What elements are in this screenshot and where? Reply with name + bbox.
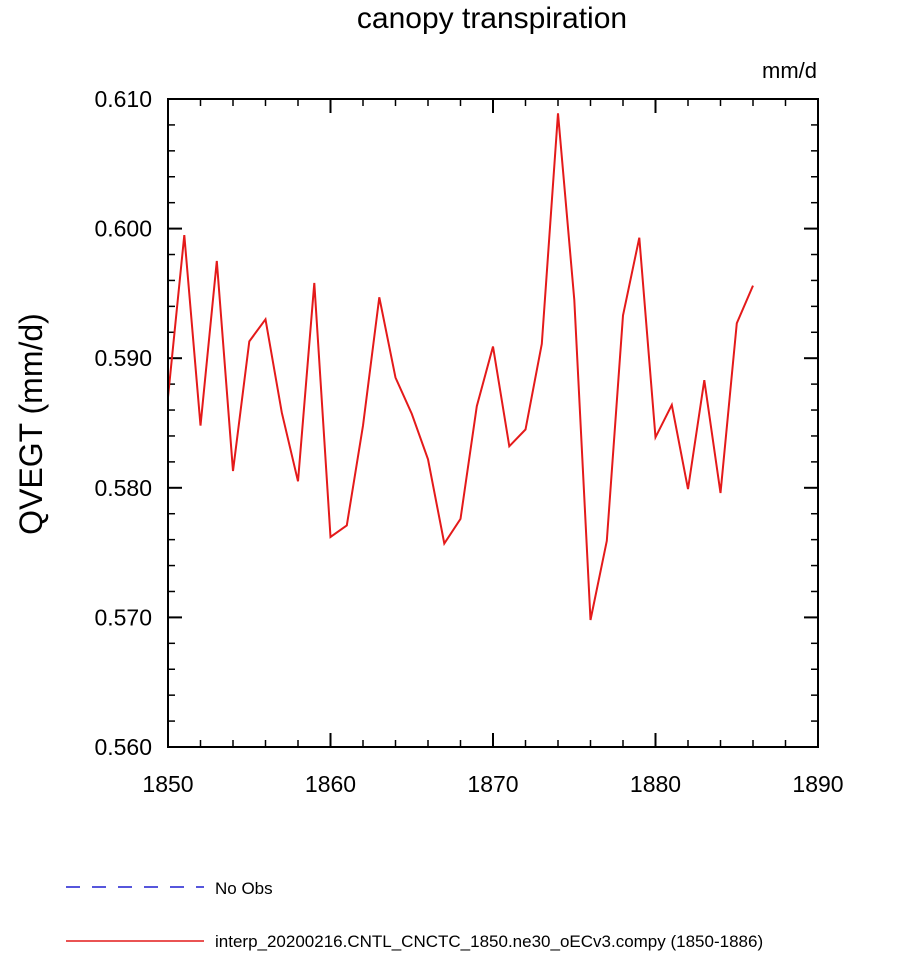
y-tick-label: 0.560 [94,734,152,760]
y-tick-label: 0.600 [94,216,152,242]
units-label: mm/d [762,58,817,83]
y-tick-label: 0.610 [94,86,152,112]
x-tick-label: 1860 [305,771,356,797]
y-axis-title: QVEGT (mm/d) [13,313,49,535]
plot-frame [167,98,819,748]
x-tick-label: 1890 [792,771,843,797]
legend-label-no-obs: No Obs [215,879,273,898]
y-tick-label: 0.580 [94,475,152,501]
series-group [167,113,754,621]
legend-label-model: interp_20200216.CNTL_CNCTC_1850.ne30_oEC… [215,932,763,951]
tick-labels: 1850 1860 1870 1880 1890 0.560 0.570 0.580 0.590… [94,86,843,797]
series-line [167,113,754,621]
legend: No Obs interp_20200216.CNTL_CNCTC_1850.n… [66,879,763,951]
x-tick-label: 1880 [630,771,681,797]
x-tick-label: 1870 [467,771,518,797]
x-tick-label: 1850 [142,771,193,797]
axis-ticks [167,98,819,748]
y-tick-label: 0.590 [94,345,152,371]
y-tick-label: 0.570 [94,604,152,630]
chart-title: canopy transpiration [357,2,627,35]
